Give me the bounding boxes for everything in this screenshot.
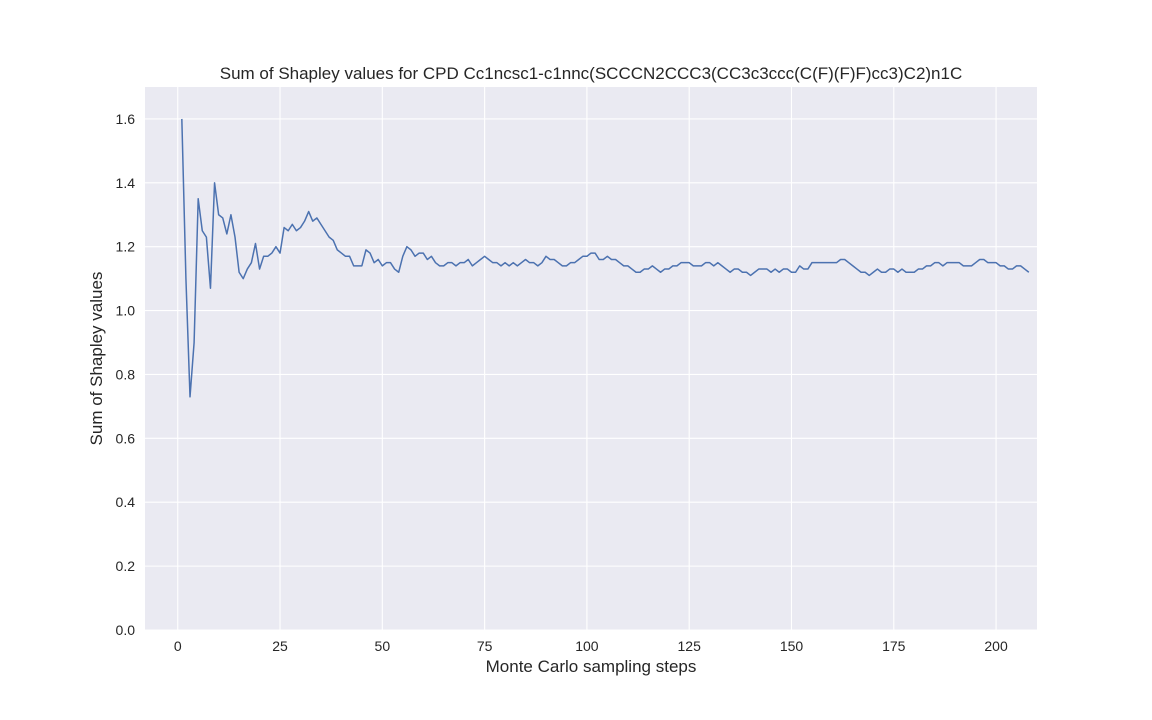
x-tick-label: 50 xyxy=(375,638,391,654)
y-axis-label: Sum of Shapley values xyxy=(87,272,106,446)
series-group xyxy=(181,118,1030,398)
x-tick-label: 150 xyxy=(780,638,804,654)
x-tick-label: 200 xyxy=(984,638,1008,654)
x-tick-label: 100 xyxy=(575,638,599,654)
x-tick-label: 0 xyxy=(174,638,182,654)
y-tick-label: 1.6 xyxy=(116,111,136,127)
y-tick-label: 1.2 xyxy=(116,239,136,255)
y-tick-label: 0.6 xyxy=(116,430,136,446)
y-tick-label: 1.0 xyxy=(116,303,136,319)
chart-title: Sum of Shapley values for CPD Cc1ncsc1-c… xyxy=(220,64,963,83)
series-line xyxy=(181,118,1030,398)
y-tick-label: 0.4 xyxy=(116,494,136,510)
x-tick-label: 125 xyxy=(678,638,702,654)
x-tick-label: 75 xyxy=(477,638,493,654)
y-tick-labels: 0.0 0.2 0.4 0.6 0.8 1.0 1.2 1.4 1.6 xyxy=(116,111,136,638)
x-tick-labels: 0 25 50 75 100 125 150 175 200 xyxy=(174,638,1008,654)
x-tick-label: 175 xyxy=(882,638,906,654)
y-tick-label: 0.8 xyxy=(116,366,136,382)
grid-lines xyxy=(145,87,1037,631)
x-tick-label: 25 xyxy=(272,638,288,654)
x-axis-label: Monte Carlo sampling steps xyxy=(486,657,697,676)
plot-area xyxy=(145,87,1037,630)
y-tick-label: 0.2 xyxy=(116,558,136,574)
y-tick-label: 0.0 xyxy=(116,622,136,638)
y-tick-label: 1.4 xyxy=(116,175,136,191)
